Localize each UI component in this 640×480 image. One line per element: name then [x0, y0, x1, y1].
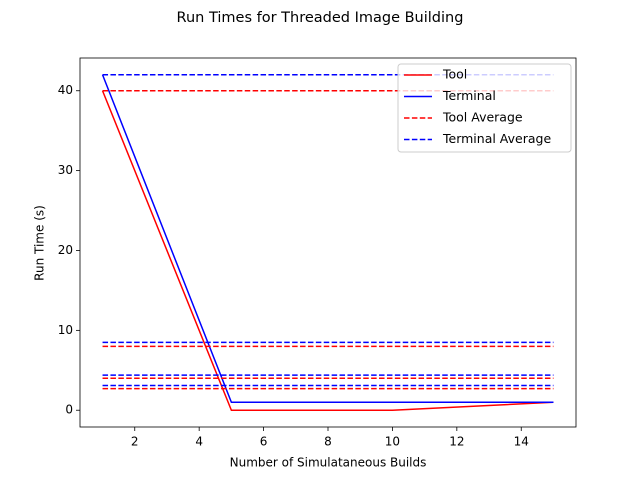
y-tick-label: 20: [58, 243, 73, 257]
chart-title: Run Times for Threaded Image Building: [177, 10, 464, 26]
x-tick-label: 12: [449, 435, 464, 449]
plot-frame: [79, 57, 577, 428]
y-tick-label: 10: [58, 323, 73, 337]
x-tick-label: 8: [324, 435, 332, 449]
x-tick-label: 10: [385, 435, 400, 449]
legend-label: Tool Average: [442, 110, 523, 125]
y-axis-label: Run Time (s): [33, 205, 47, 281]
legend-label: Terminal: [442, 88, 496, 103]
x-tick-label: 4: [195, 435, 203, 449]
data-line: [101, 74, 554, 403]
x-axis-label: Number of Simulataneous Builds: [230, 456, 427, 470]
legend-label: Terminal Average: [442, 131, 551, 146]
x-tick-label: 14: [514, 435, 529, 449]
legend-box: [397, 63, 572, 153]
data-line: [101, 90, 554, 411]
y-tick-label: 0: [65, 403, 73, 417]
y-tick-label: 30: [58, 163, 73, 177]
x-tick-label: 6: [260, 435, 268, 449]
y-tick-label: 40: [58, 83, 73, 97]
legend-label: Tool: [442, 67, 467, 82]
x-tick-label: 2: [131, 435, 139, 449]
